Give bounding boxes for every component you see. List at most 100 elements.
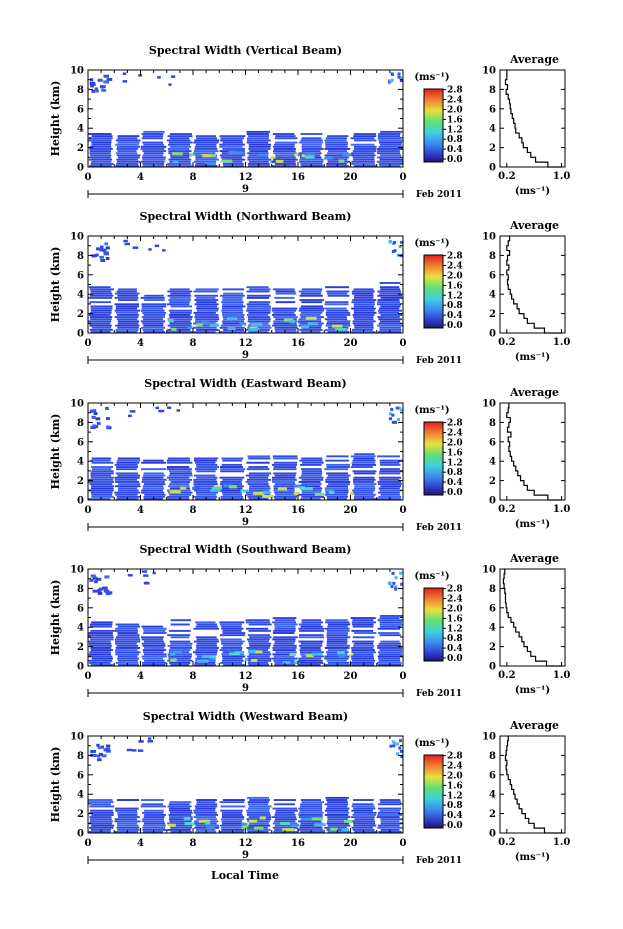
colorbar-tick-label: 0.4 xyxy=(447,145,463,155)
colorbar-unit: (ms⁻¹) xyxy=(414,405,449,416)
average-y-tick-label: 0 xyxy=(489,662,496,673)
date-label: Feb 2011 xyxy=(416,523,462,533)
beam-panel-2: Spectral Width (Northward Beam) 0 2 4 6 8 10 0 4… xyxy=(49,210,570,366)
average-y-tick-label: 6 xyxy=(489,437,496,448)
average-x-tick-label: 0.2 xyxy=(498,337,515,348)
average-x-label: (ms⁻¹) xyxy=(515,186,550,197)
colorbar-tick-label: 0.8 xyxy=(447,801,463,811)
x-tick-label: 12 xyxy=(239,505,253,516)
x-tick-label: 0 xyxy=(400,505,407,516)
colorbar-tick-label: 1.2 xyxy=(447,291,463,301)
average-profile-line xyxy=(502,569,562,667)
panel-title: Spectral Width (Westward Beam) xyxy=(143,710,348,723)
average-x-label: (ms⁻¹) xyxy=(515,519,550,530)
y-tick-label: 0 xyxy=(77,662,84,673)
y-tick-label: 2 xyxy=(77,642,84,653)
x-tick-label: 4 xyxy=(137,172,144,183)
panel-title: Spectral Width (Southward Beam) xyxy=(139,543,351,556)
y-tick-label: 6 xyxy=(77,270,84,281)
beam-panel-3: Spectral Width (Eastward Beam) 0 2 4 6 8 10 0 4 8… xyxy=(49,377,570,533)
colorbar-tick-label: 2.8 xyxy=(447,752,463,762)
colorbar-tick-label: 2.4 xyxy=(447,96,463,106)
colorbar xyxy=(423,421,444,496)
colorbar-tick-label: 2.0 xyxy=(447,438,463,448)
average-y-tick-label: 6 xyxy=(489,603,496,614)
colorbar-tick-label: 2.8 xyxy=(447,585,463,595)
average-y-tick-label: 10 xyxy=(482,232,496,243)
y-tick-label: 8 xyxy=(77,251,84,262)
y-tick-label: 2 xyxy=(77,143,84,154)
x-tick-label: 16 xyxy=(291,338,305,349)
heatmap-field xyxy=(88,406,403,500)
y-tick-label: 4 xyxy=(77,623,84,634)
colorbar xyxy=(423,754,444,829)
x-axis-label: Local Time xyxy=(211,869,279,882)
average-title: Average xyxy=(509,719,559,732)
average-y-tick-label: 4 xyxy=(489,790,496,801)
x-tick-label: 0 xyxy=(400,338,407,349)
average-title: Average xyxy=(509,386,559,399)
x-tick-label: 0 xyxy=(85,671,92,682)
y-tick-label: 8 xyxy=(77,85,84,96)
y-tick-label: 4 xyxy=(77,790,84,801)
date-label: Feb 2011 xyxy=(416,190,462,200)
colorbar-tick-label: 2.0 xyxy=(447,271,463,281)
colorbar-tick-label: 2.4 xyxy=(447,262,463,272)
colorbar-tick-label: 1.6 xyxy=(447,614,463,624)
day-label: 9 xyxy=(242,517,249,528)
average-profile-line xyxy=(504,736,562,834)
average-y-tick-label: 10 xyxy=(482,565,496,576)
average-y-tick-label: 0 xyxy=(489,329,496,340)
colorbar-tick-label: 0.8 xyxy=(447,468,463,478)
colorbar-unit: (ms⁻¹) xyxy=(414,72,449,83)
y-tick-label: 10 xyxy=(70,66,84,77)
y-tick-label: 8 xyxy=(77,584,84,595)
average-frame xyxy=(499,568,566,667)
average-y-tick-label: 8 xyxy=(489,418,496,429)
x-tick-label: 0 xyxy=(400,172,407,183)
y-axis-label: Height (km) xyxy=(49,81,62,157)
y-tick-label: 8 xyxy=(77,751,84,762)
x-tick-label: 12 xyxy=(239,671,253,682)
x-tick-label: 8 xyxy=(190,671,197,682)
y-axis-label: Height (km) xyxy=(49,580,62,656)
colorbar-tick-label: 0.0 xyxy=(447,488,463,498)
colorbar-tick-label: 1.2 xyxy=(447,624,463,634)
average-profile-line xyxy=(506,403,562,501)
average-x-tick-label: 0.2 xyxy=(498,670,515,681)
y-tick-label: 0 xyxy=(77,496,84,507)
beam-panel-1: Spectral Width (Vertical Beam) 0 2 4 6 8 10 0 4 8… xyxy=(49,44,570,200)
average-x-tick-label: 1.0 xyxy=(553,837,570,848)
colorbar-tick-label: 0.8 xyxy=(447,301,463,311)
beam-panel-5: Spectral Width (Westward Beam) 0 2 4 6 8 10 0 4 8… xyxy=(49,710,570,866)
average-y-tick-label: 4 xyxy=(489,124,496,135)
y-tick-label: 4 xyxy=(77,290,84,301)
x-tick-label: 20 xyxy=(344,671,358,682)
x-tick-label: 4 xyxy=(137,338,144,349)
y-tick-label: 10 xyxy=(70,399,84,410)
heatmap-field xyxy=(88,72,403,167)
date-label: Feb 2011 xyxy=(416,356,462,366)
day-label: 9 xyxy=(242,683,249,694)
average-x-tick-label: 0.2 xyxy=(498,837,515,848)
average-x-tick-label: 0.2 xyxy=(498,504,515,515)
colorbar-tick-label: 0.8 xyxy=(447,634,463,644)
average-x-label: (ms⁻¹) xyxy=(515,852,550,863)
colorbar-tick-label: 1.2 xyxy=(447,458,463,468)
colorbar xyxy=(423,587,444,662)
colorbar-tick-label: 2.4 xyxy=(447,762,463,772)
average-profile-line xyxy=(506,236,562,334)
colorbar-tick-label: 0.4 xyxy=(447,811,463,821)
average-y-tick-label: 8 xyxy=(489,85,496,96)
colorbar-tick-label: 0.0 xyxy=(447,155,463,165)
y-tick-label: 8 xyxy=(77,418,84,429)
x-tick-label: 20 xyxy=(344,338,358,349)
average-y-tick-label: 0 xyxy=(489,829,496,840)
average-x-tick-label: 0.2 xyxy=(498,171,515,182)
x-tick-label: 4 xyxy=(137,671,144,682)
average-y-tick-label: 8 xyxy=(489,584,496,595)
date-label: Feb 2011 xyxy=(416,856,462,866)
average-x-tick-label: 1.0 xyxy=(553,337,570,348)
average-y-tick-label: 10 xyxy=(482,732,496,743)
